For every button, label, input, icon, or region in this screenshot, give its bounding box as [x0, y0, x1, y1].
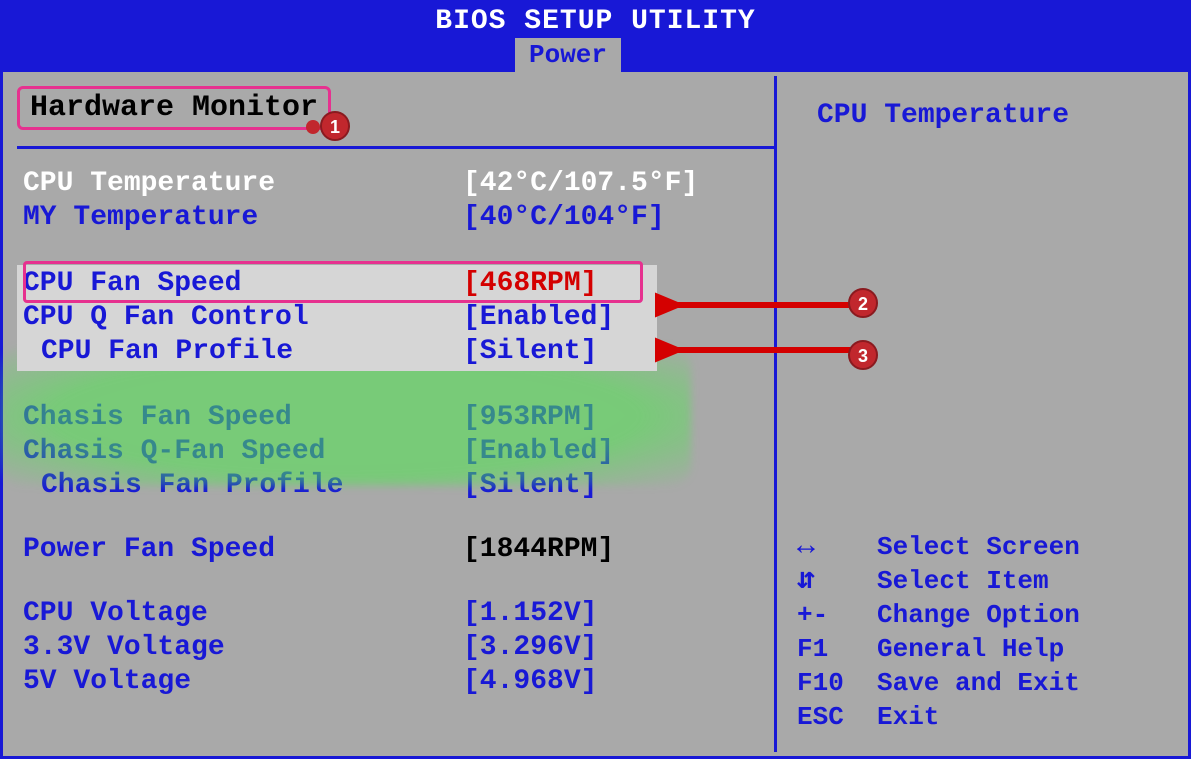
- row-my-temperature[interactable]: MY Temperature [40°C/104°F]: [17, 201, 774, 235]
- arrows-lr-icon: ↔: [797, 532, 877, 562]
- label-chassis-q-fan-speed: Chasis Q-Fan Speed: [23, 435, 463, 469]
- row-5v-voltage[interactable]: 5V Voltage [4.968V]: [17, 665, 774, 699]
- row-cpu-temperature[interactable]: CPU Temperature [42°C/107.5°F]: [17, 167, 774, 201]
- section-title: Hardware Monitor: [30, 91, 318, 125]
- label-my-temperature: MY Temperature: [23, 201, 463, 235]
- value-cpu-q-fan-control: [Enabled]: [463, 301, 614, 335]
- help-exit: ESC Exit: [797, 700, 1174, 734]
- help-text: Select Item: [877, 564, 1049, 598]
- bios-body: Hardware Monitor CPU Temperature [42°C/1…: [0, 72, 1191, 759]
- bios-header: BIOS SETUP UTILITY Power: [0, 0, 1191, 72]
- plus-minus-icon: +-: [797, 598, 877, 632]
- value-chassis-fan-speed: [953RPM]: [463, 401, 597, 435]
- label-cpu-q-fan-control: CPU Q Fan Control: [23, 301, 463, 335]
- label-chassis-fan-profile: Chasis Fan Profile: [23, 469, 463, 503]
- divider: [17, 146, 774, 149]
- label-3v3-voltage: 3.3V Voltage: [23, 631, 463, 665]
- tab-power[interactable]: Power: [515, 38, 621, 74]
- callout-badge-1: 1: [320, 111, 350, 141]
- help-general-help: F1 General Help: [797, 632, 1174, 666]
- callout-badge-3: 3: [848, 340, 878, 370]
- help-select-screen: ↔ Select Screen: [797, 530, 1174, 564]
- help-text: Select Screen: [877, 530, 1080, 564]
- value-my-temperature: [40°C/104°F]: [463, 201, 665, 235]
- row-cpu-fan-speed[interactable]: CPU Fan Speed [468RPM]: [17, 267, 657, 301]
- callout-dot-1: [306, 120, 320, 134]
- key-f10: F10: [797, 666, 877, 700]
- value-power-fan-speed: [1844RPM]: [463, 533, 614, 567]
- value-3v3-voltage: [3.296V]: [463, 631, 597, 665]
- help-text: General Help: [877, 632, 1064, 666]
- row-cpu-q-fan-control[interactable]: CPU Q Fan Control [Enabled]: [17, 301, 657, 335]
- help-change-option: +- Change Option: [797, 598, 1174, 632]
- label-power-fan-speed: Power Fan Speed: [23, 533, 463, 567]
- label-cpu-fan-profile: CPU Fan Profile: [23, 335, 463, 369]
- help-select-item: ⇵ Select Item: [797, 564, 1174, 598]
- bios-root: BIOS SETUP UTILITY Power Hardware Monito…: [0, 0, 1191, 759]
- row-3v3-voltage[interactable]: 3.3V Voltage [3.296V]: [17, 631, 774, 665]
- value-cpu-fan-profile: [Silent]: [463, 335, 597, 369]
- help-text: Exit: [877, 700, 939, 734]
- help-text: Save and Exit: [877, 666, 1080, 700]
- value-cpu-fan-speed: [468RPM]: [463, 267, 597, 301]
- section-title-box: Hardware Monitor: [17, 86, 331, 130]
- key-f1: F1: [797, 632, 877, 666]
- row-chassis-fan-profile[interactable]: Chasis Fan Profile [Silent]: [17, 469, 774, 503]
- row-chassis-q-fan-speed[interactable]: Chasis Q-Fan Speed [Enabled]: [17, 435, 774, 469]
- value-5v-voltage: [4.968V]: [463, 665, 597, 699]
- row-cpu-fan-profile[interactable]: CPU Fan Profile [Silent]: [17, 335, 657, 369]
- label-cpu-voltage: CPU Voltage: [23, 597, 463, 631]
- row-cpu-voltage[interactable]: CPU Voltage [1.152V]: [17, 597, 774, 631]
- value-chassis-q-fan-speed: [Enabled]: [463, 435, 614, 469]
- row-power-fan-speed[interactable]: Power Fan Speed [1844RPM]: [17, 533, 774, 567]
- arrows-ud-icon: ⇵: [797, 566, 877, 596]
- key-esc: ESC: [797, 700, 877, 734]
- help-text: Change Option: [877, 598, 1080, 632]
- callout-arrow-2: [655, 290, 875, 320]
- row-chassis-fan-speed[interactable]: Chasis Fan Speed [953RPM]: [17, 401, 774, 435]
- label-5v-voltage: 5V Voltage: [23, 665, 463, 699]
- right-pane: CPU Temperature ↔ Select Screen ⇵ Select…: [777, 76, 1184, 752]
- help-context-title: CPU Temperature: [817, 100, 1174, 131]
- help-save-exit: F10 Save and Exit: [797, 666, 1174, 700]
- bios-title: BIOS SETUP UTILITY: [0, 0, 1191, 37]
- value-cpu-voltage: [1.152V]: [463, 597, 597, 631]
- value-cpu-temperature: [42°C/107.5°F]: [463, 167, 698, 201]
- value-chassis-fan-profile: [Silent]: [463, 469, 597, 503]
- left-pane: Hardware Monitor CPU Temperature [42°C/1…: [7, 76, 777, 752]
- label-cpu-temperature: CPU Temperature: [23, 167, 463, 201]
- label-cpu-fan-speed: CPU Fan Speed: [23, 267, 463, 301]
- label-chassis-fan-speed: Chasis Fan Speed: [23, 401, 463, 435]
- help-legend: ↔ Select Screen ⇵ Select Item +- Change …: [797, 530, 1174, 734]
- callout-badge-2: 2: [848, 288, 878, 318]
- highlighted-block: CPU Fan Speed [468RPM] CPU Q Fan Control…: [17, 265, 657, 371]
- callout-arrow-3: [655, 335, 875, 365]
